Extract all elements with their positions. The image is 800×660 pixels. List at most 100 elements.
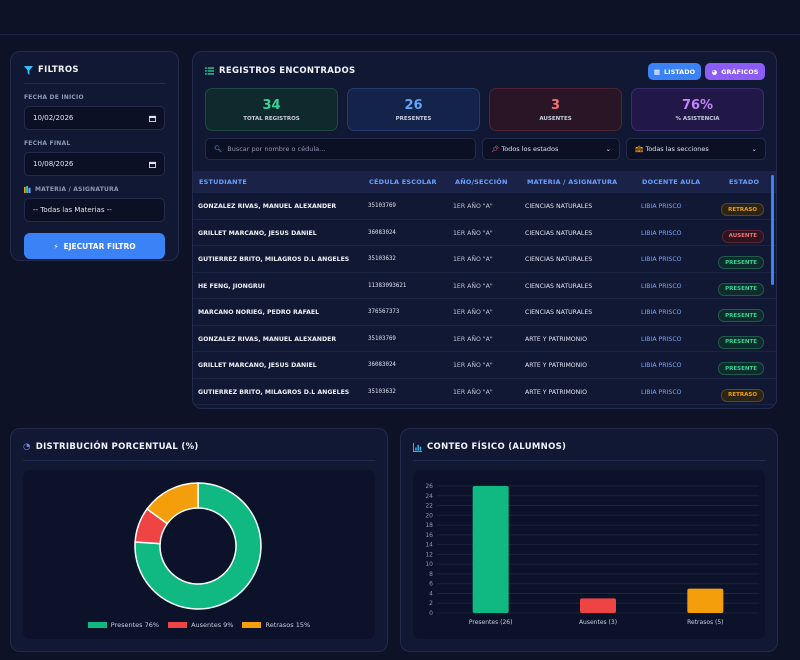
kpi-present: 26 PRESENTES xyxy=(347,88,480,131)
cell-id: 11383093621 xyxy=(368,282,407,289)
kpi-present-label: PRESENTES xyxy=(395,115,432,122)
pie-slice[interactable] xyxy=(134,482,262,610)
subject-select[interactable]: -- Todas las Materias -- xyxy=(24,198,165,222)
table-scrollbar[interactable] xyxy=(771,175,774,285)
table-row[interactable]: GRILLET MARCANO, JESUS DANIEL 36083024 1ER… xyxy=(193,352,776,379)
records-title: REGISTROS ENCONTRADOS xyxy=(205,66,355,76)
status-badge: RETRASO xyxy=(721,388,764,402)
kpi-total-value: 34 xyxy=(262,97,281,113)
table-row[interactable]: GUTIERREZ BRITO, MILAGROS D.L ANGELES 351… xyxy=(193,379,776,405)
bar-chart-title: CONTEO FÍSICO (ALUMNOS) xyxy=(413,442,566,452)
kpi-total: 34 TOTAL REGISTROS xyxy=(205,88,338,131)
records-panel: REGISTROS ENCONTRADOS ▦ LISTADO ◕ GRÁFIC… xyxy=(192,51,777,409)
table-header: ESTUDIANTE CÉDULA ESCOLAR AÑO/SECCIÓN MA… xyxy=(193,171,776,193)
bolt-icon: ⚡ xyxy=(53,241,59,251)
col-teacher[interactable]: DOCENTE AULA xyxy=(642,178,701,186)
section-select-value: Todas las secciones xyxy=(645,145,709,153)
kpi-absent-value: 3 xyxy=(550,97,561,113)
bar[interactable] xyxy=(687,588,724,613)
subject-label-text: MATERIA / ASIGNATURA xyxy=(35,186,119,193)
cell-id: 376567373 xyxy=(368,309,400,315)
cell-teacher: LIBIA PRISCO xyxy=(641,282,682,290)
charts-view-button[interactable]: ◕ GRÁFICOS xyxy=(705,63,765,80)
table-row[interactable]: GONZALEZ RIVAS, MANUEL ALEXANDER 35103769… xyxy=(193,326,776,352)
section-select[interactable]: 🏫︎ Todas las secciones ⌄ xyxy=(626,138,766,160)
end-date-input[interactable]: 10/08/2026 xyxy=(24,152,165,176)
list-view-label: LISTADO xyxy=(664,67,696,76)
col-status[interactable]: ESTADO xyxy=(729,178,760,186)
y-tick-label: 26 xyxy=(425,483,433,490)
y-tick-label: 22 xyxy=(425,503,433,510)
status-badge: PRESENTE xyxy=(718,335,764,349)
cell-student: GRILLET MARCANO, JESUS DANIEL xyxy=(198,229,317,237)
legend-item[interactable]: Retrasos 15% xyxy=(242,621,310,629)
x-tick-label: Retrasos (5) xyxy=(687,619,723,626)
status-select[interactable]: 📌︎ Todos los estados ⌄ xyxy=(482,138,620,160)
table-row[interactable]: GUTIERREZ BRITO, MILAGROS D.L ANGELES 351… xyxy=(193,246,776,273)
cell-teacher: LIBIA PRISCO xyxy=(641,229,682,237)
col-section[interactable]: AÑO/SECCIÓN xyxy=(455,178,508,186)
cell-subject: CIENCIAS NATURALES xyxy=(525,282,593,290)
col-subject[interactable]: MATERIA / ASIGNATURA xyxy=(527,178,618,186)
legend-item[interactable]: Presentes 76% xyxy=(87,621,159,629)
cell-teacher: LIBIA PRISCO xyxy=(641,309,682,316)
table-row[interactable]: GONZALEZ RIVAS, MANUEL ALEXANDER 35103769… xyxy=(193,193,776,220)
pie-slice[interactable] xyxy=(145,482,199,525)
pie-legend: Presentes 76% Ausentes 9% Retrasos 15% xyxy=(23,621,375,629)
cell-student: GUTIERREZ BRITO, MILAGROS D.L ANGELES xyxy=(198,388,350,396)
bar-chart-area: 0 2 4 6 8 10 12 14 16 18 20 22 24 26 Presentes (26) Aus… xyxy=(413,470,765,639)
pie-chart-area: Presentes 76% Ausentes 9% Retrasos 15% xyxy=(23,470,375,639)
table-body: GONZALEZ RIVAS, MANUEL ALEXANDER 35103769… xyxy=(193,193,776,405)
legend-label: Retrasos 15% xyxy=(265,621,311,629)
pie-chart-icon: ◔ xyxy=(23,442,31,452)
table-row[interactable]: MARCANO NORIEG, PEDRO RAFAEL 376567373 1ER… xyxy=(193,299,776,326)
cell-id: 36083024 xyxy=(368,362,396,368)
table-row[interactable]: GRILLET MARCANO, JESUS DANIEL 36083024 1ER… xyxy=(193,220,776,246)
status-badge: PRESENTE xyxy=(718,362,764,375)
bar[interactable] xyxy=(472,486,509,613)
chevron-down-icon: ⌄ xyxy=(751,145,757,153)
cell-section: 1ER AÑO "A" xyxy=(453,335,493,343)
bar[interactable] xyxy=(580,598,616,613)
cell-student: MARCANO NORIEG, PEDRO RAFAEL xyxy=(198,309,320,316)
cell-student: GUTIERREZ BRITO, MILAGROS D.L ANGELES xyxy=(198,256,350,263)
cell-section: 1ER AÑO "A" xyxy=(453,282,493,290)
top-divider xyxy=(0,34,800,35)
list-icon xyxy=(205,67,214,75)
table-row[interactable]: HE FENG, JIONGRUI 11383093621 1ER AÑO "A" C… xyxy=(193,273,776,299)
cell-id: 35103769 xyxy=(368,335,396,342)
subject-label: MATERIA / ASIGNATURA xyxy=(24,186,165,193)
col-student[interactable]: ESTUDIANTE xyxy=(199,178,247,186)
y-tick-label: 2 xyxy=(429,600,433,607)
list-view-button[interactable]: ▦ LISTADO xyxy=(648,63,701,80)
legend-item[interactable]: Ausentes 9% xyxy=(168,621,233,629)
books-icon xyxy=(24,186,31,193)
cell-subject: ARTE Y PATRIMONIO xyxy=(525,362,588,369)
search-input[interactable]: 🔍︎ Buscar por nombre o cédula... xyxy=(205,138,476,160)
y-tick-label: 18 xyxy=(425,522,433,529)
cell-id: 35103632 xyxy=(368,256,396,262)
start-date-input[interactable]: 10/02/2026 xyxy=(24,106,165,130)
cell-id: 35103769 xyxy=(368,203,396,209)
divider xyxy=(23,460,375,461)
y-tick-label: 8 xyxy=(429,571,433,578)
pin-icon: 📌︎ xyxy=(491,145,500,153)
legend-label: Ausentes 9% xyxy=(191,621,234,629)
legend-swatch xyxy=(87,622,107,628)
records-title-text: REGISTROS ENCONTRADOS xyxy=(219,66,356,76)
cell-subject: ARTE Y PATRIMONIO xyxy=(525,388,588,396)
cell-student: GRILLET MARCANO, JESUS DANIEL xyxy=(198,362,317,369)
search-placeholder: Buscar por nombre o cédula... xyxy=(227,145,326,153)
chevron-down-icon: ⌄ xyxy=(605,145,611,153)
cell-section: 1ER AÑO "A" xyxy=(453,229,493,237)
bar-chart-panel: CONTEO FÍSICO (ALUMNOS) 0 2 4 6 8 10 12 14 16 18 2… xyxy=(400,428,778,652)
cell-id: 35103632 xyxy=(368,388,396,395)
pie-icon: ◕ xyxy=(711,67,718,76)
y-tick-label: 12 xyxy=(425,551,433,558)
legend-swatch xyxy=(242,622,262,628)
x-tick-label: Ausentes (3) xyxy=(579,619,617,626)
col-id[interactable]: CÉDULA ESCOLAR xyxy=(369,178,437,186)
kpi-attendance-label: % ASISTENCIA xyxy=(675,115,720,122)
run-filter-button[interactable]: ⚡ EJECUTAR FILTRO xyxy=(24,233,165,259)
